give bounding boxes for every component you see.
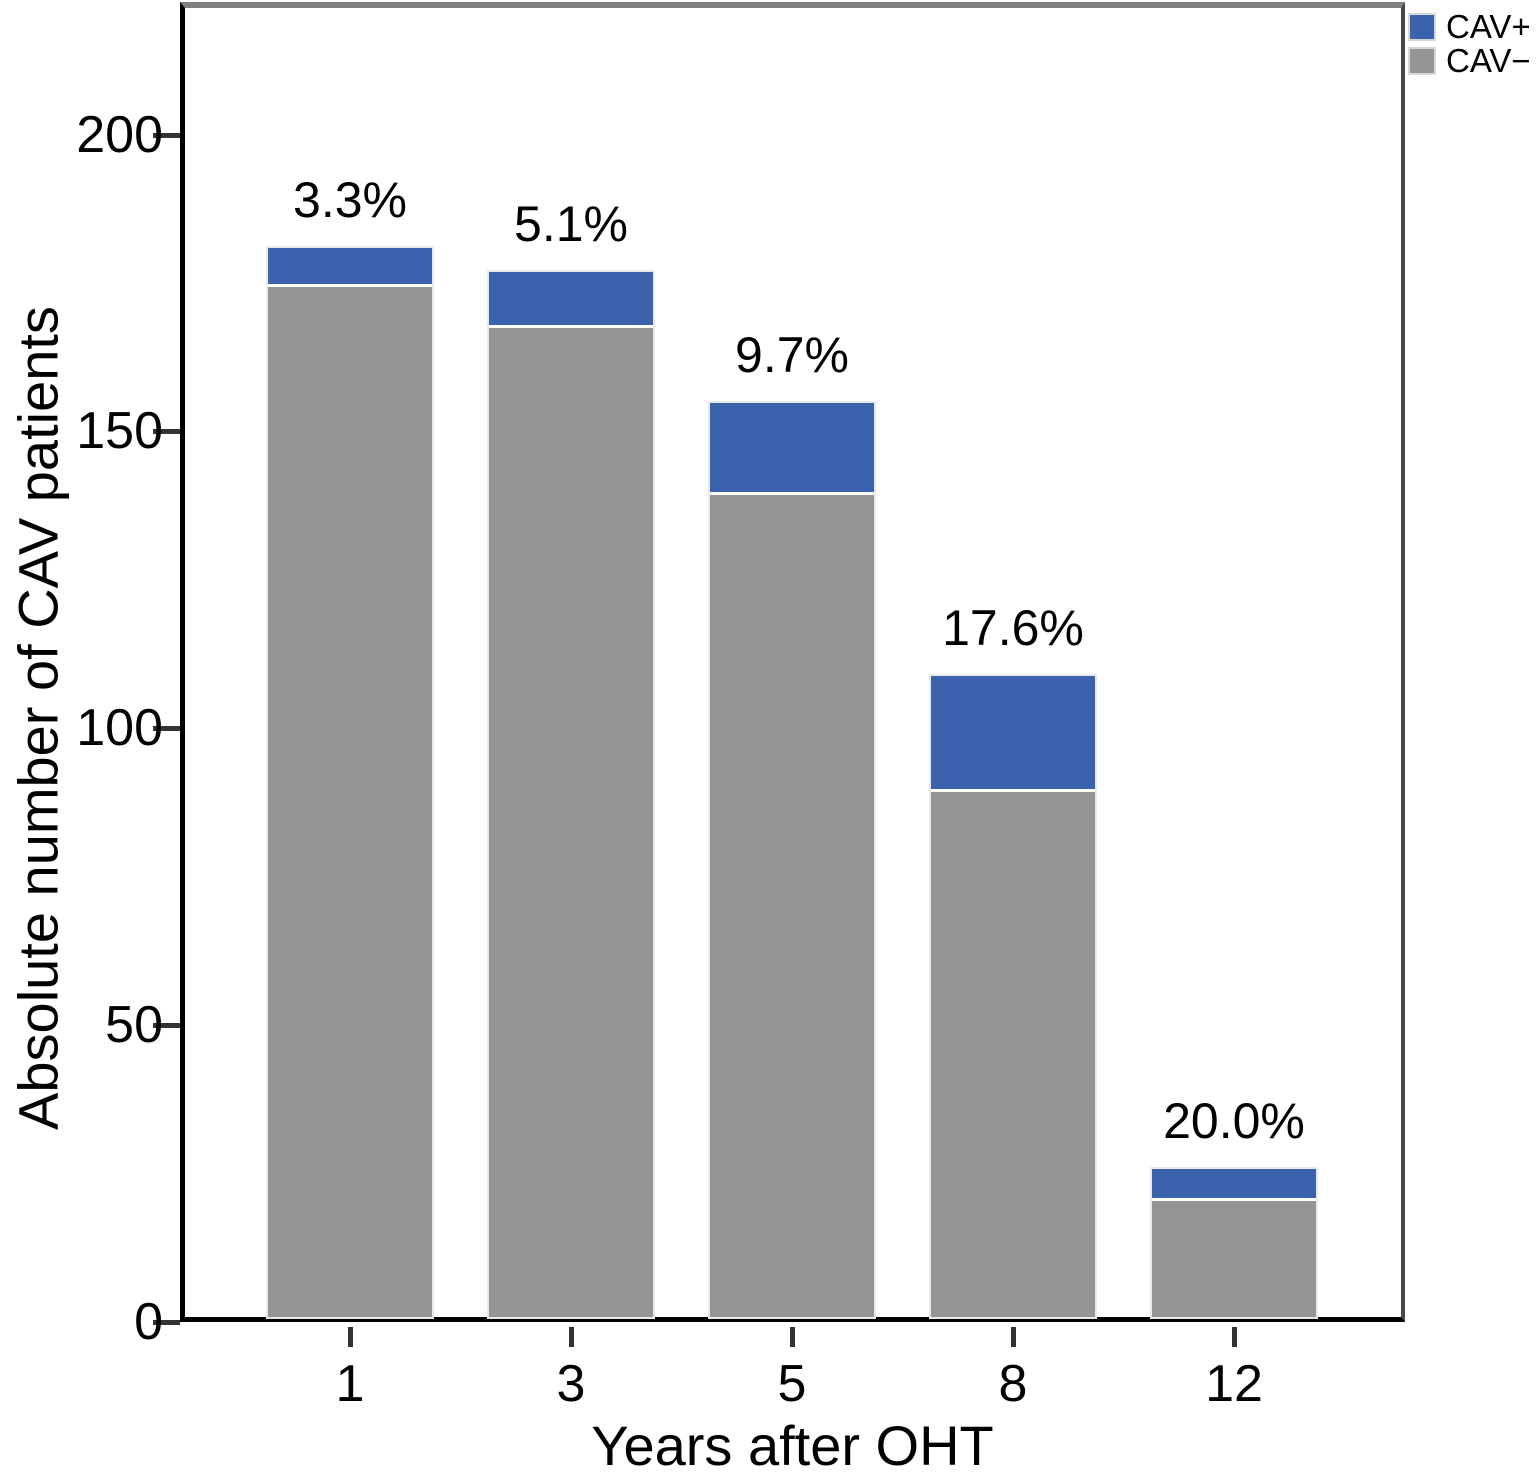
x-tick-label: 3 [556, 1355, 586, 1413]
x-tick-label: 12 [1205, 1355, 1263, 1413]
x-tick-label: 5 [777, 1355, 807, 1413]
x-axis-title: Years after OHT [591, 1414, 994, 1475]
x-tick-mark [569, 1327, 574, 1347]
stacked-bar-year-5 [708, 400, 876, 1320]
legend: CAV+ CAV− [1408, 10, 1531, 78]
y-tick-label: 50 [105, 996, 163, 1055]
bar-percent-label: 17.6% [942, 599, 1084, 656]
bar-segment-cav-negative [489, 325, 653, 1317]
x-tick-mark [348, 1327, 353, 1347]
x-tick-mark [790, 1327, 795, 1347]
y-tick-mark [153, 132, 180, 138]
legend-label: CAV+ [1446, 8, 1531, 45]
x-tick-mark [1011, 1327, 1016, 1347]
bar-percent-label: 5.1% [514, 196, 628, 252]
x-tick-label: 1 [335, 1355, 365, 1413]
y-tick-label: 100 [76, 699, 163, 758]
y-tick-mark [153, 726, 180, 732]
legend-item: CAV− [1408, 44, 1531, 78]
stacked-bar-year-8 [929, 673, 1097, 1320]
legend-label: CAV− [1446, 42, 1531, 79]
y-tick-mark [153, 429, 180, 435]
bar-segment-cav-negative [931, 788, 1095, 1317]
bar-segment-cav-negative [268, 283, 432, 1317]
stacked-bar-year-3 [487, 270, 655, 1319]
y-tick-label: 0 [134, 1293, 163, 1351]
y-tick-label: 150 [76, 402, 163, 461]
bar-percent-label: 20.0% [1163, 1092, 1305, 1149]
y-tick-mark [153, 1023, 180, 1029]
stacked-bar-year-12 [1150, 1166, 1318, 1320]
bar-percent-label: 3.3% [293, 172, 407, 229]
legend-item: CAV+ [1408, 10, 1531, 44]
bar-segment-cav-negative [710, 491, 874, 1317]
legend-swatch-icon [1408, 13, 1436, 41]
bar-segment-cav-negative [1152, 1198, 1316, 1317]
y-tick-mark [153, 1320, 180, 1325]
bar-percent-label: 9.7% [735, 326, 849, 383]
legend-swatch-icon [1408, 47, 1436, 75]
stacked-bar-year-1 [266, 246, 434, 1319]
x-tick-label: 8 [998, 1355, 1028, 1413]
y-tick-label: 200 [76, 105, 163, 164]
x-tick-mark [1232, 1327, 1237, 1347]
plot-area [180, 2, 1405, 1322]
